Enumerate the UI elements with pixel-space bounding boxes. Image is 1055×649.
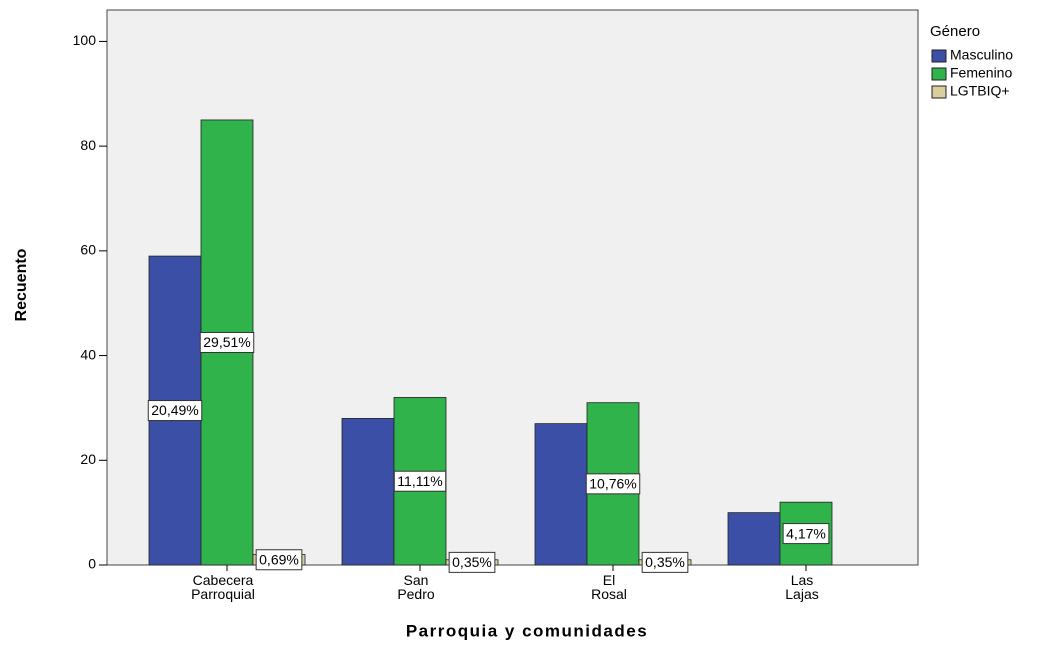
legend-swatch xyxy=(931,49,947,63)
legend-label: Masculino xyxy=(950,47,1013,63)
x-tick-label: Cabecera Parroquial xyxy=(191,572,255,602)
data-label: 0,69% xyxy=(259,551,299,567)
legend-swatch xyxy=(931,67,947,81)
data-label: 29,51% xyxy=(203,334,250,350)
y-tick-label: 40 xyxy=(80,346,96,362)
y-axis-title: Recuento xyxy=(13,248,30,321)
data-label-box xyxy=(782,523,830,545)
legend-swatch xyxy=(931,85,947,99)
y-tick-label: 0 xyxy=(88,556,96,572)
y-tick-label: 60 xyxy=(80,242,96,258)
data-label-box xyxy=(641,551,689,573)
x-tick-label: El Rosal xyxy=(591,572,627,602)
x-axis-title: Parroquia y comunidades xyxy=(406,621,648,640)
data-label: 10,76% xyxy=(589,476,636,492)
data-label: 0,35% xyxy=(645,554,685,570)
data-label: 11,11% xyxy=(397,473,442,489)
data-label-box xyxy=(255,549,303,571)
data-label: 20,49% xyxy=(151,402,198,418)
data-label-box xyxy=(147,400,203,422)
bar xyxy=(727,512,781,566)
data-label-box xyxy=(585,473,641,495)
x-tick-label: Las Lajas xyxy=(785,572,818,602)
x-tick-label: San Pedro xyxy=(397,572,435,602)
legend-label: LGTBIQ+ xyxy=(950,83,1010,99)
data-label-box xyxy=(448,551,496,573)
data-label-box xyxy=(199,331,255,353)
y-tick-label: 20 xyxy=(80,451,96,467)
bar xyxy=(534,423,588,566)
y-tick-label: 80 xyxy=(80,137,96,153)
data-label: 0,35% xyxy=(452,554,492,570)
legend-label: Femenino xyxy=(950,65,1012,81)
legend-title: Género xyxy=(930,23,980,40)
data-label-box xyxy=(393,470,447,492)
bar xyxy=(341,417,395,566)
data-label: 4,17% xyxy=(786,525,826,541)
y-tick-label: 100 xyxy=(73,32,97,48)
